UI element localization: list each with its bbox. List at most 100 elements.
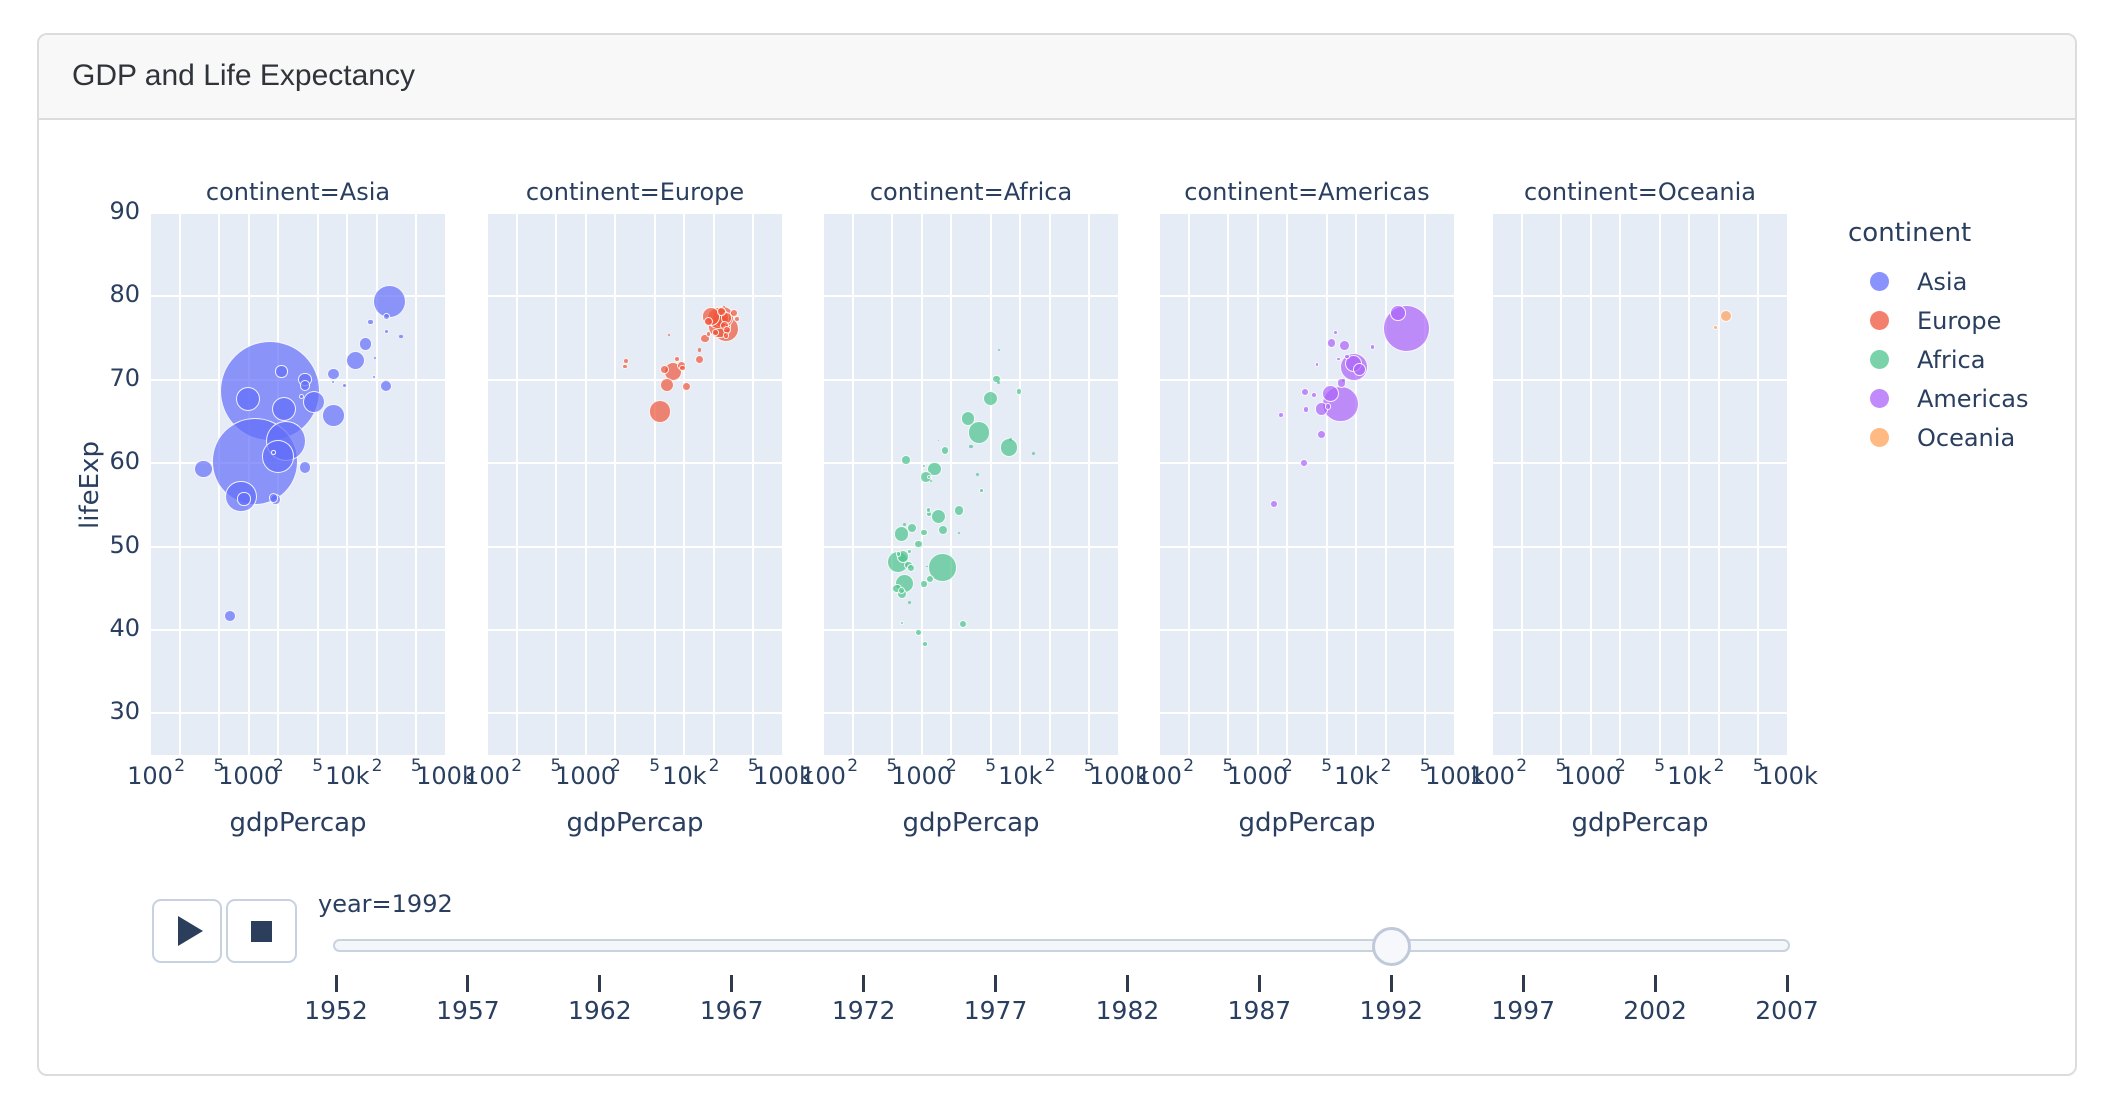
bubble-americas[interactable] (1278, 411, 1285, 418)
bubble-asia[interactable] (330, 380, 335, 385)
bubble-africa[interactable] (1015, 388, 1022, 395)
bubble-americas[interactable] (1324, 403, 1332, 410)
bubble-africa[interactable] (953, 505, 964, 516)
legend-item-africa[interactable]: Africa (1848, 340, 2029, 379)
bubble-asia[interactable] (371, 375, 376, 380)
bubble-americas[interactable] (1302, 406, 1310, 414)
bubble-asia[interactable] (380, 379, 393, 392)
bubble-africa[interactable] (900, 621, 905, 626)
bubble-europe[interactable] (659, 377, 674, 392)
bubble-africa[interactable] (914, 539, 923, 549)
bubble-oceania[interactable] (1712, 324, 1719, 330)
bubble-americas[interactable] (1317, 430, 1326, 440)
bubble-europe[interactable] (660, 365, 669, 375)
bubble-europe[interactable] (648, 400, 672, 423)
bubble-africa[interactable] (1031, 452, 1035, 456)
bubble-africa[interactable] (997, 380, 1001, 384)
bubble-africa[interactable] (914, 628, 922, 636)
bubble-americas[interactable] (1321, 384, 1339, 402)
bubble-africa[interactable] (893, 526, 910, 542)
bubble-asia[interactable] (268, 493, 279, 503)
bubble-africa[interactable] (902, 523, 906, 527)
bubble-americas[interactable] (1336, 378, 1347, 388)
bubble-asia[interactable] (382, 312, 390, 320)
bubble-africa[interactable] (919, 471, 932, 484)
bubble-africa[interactable] (898, 587, 906, 595)
bubble-africa[interactable] (926, 565, 928, 568)
bubble-asia[interactable] (261, 440, 294, 473)
stop-button[interactable] (226, 899, 297, 963)
bubble-americas[interactable] (1300, 459, 1309, 468)
bubble-asia[interactable] (271, 396, 296, 421)
bubble-asia[interactable] (225, 480, 257, 513)
bubble-europe[interactable] (733, 315, 740, 322)
bubble-europe[interactable] (705, 331, 712, 337)
bubble-africa[interactable] (922, 463, 927, 468)
bubble-africa[interactable] (969, 444, 974, 449)
year-slider-track[interactable] (333, 939, 1790, 952)
bubble-europe[interactable] (622, 363, 628, 370)
bubble-americas[interactable] (1332, 329, 1339, 335)
bubble-asia[interactable] (299, 380, 311, 391)
bubble-africa[interactable] (960, 410, 976, 426)
bubble-asia[interactable] (341, 383, 347, 389)
bubble-africa[interactable] (967, 421, 991, 444)
bubble-africa[interactable] (921, 641, 928, 648)
bubble-africa[interactable] (907, 600, 911, 604)
bubble-africa[interactable] (906, 548, 912, 555)
bubble-africa[interactable] (925, 506, 932, 513)
bubble-americas[interactable] (1341, 379, 1345, 383)
bubble-africa[interactable] (930, 479, 933, 482)
bubble-asia[interactable] (367, 319, 374, 326)
bubble-europe[interactable] (697, 347, 702, 352)
bubble-asia[interactable] (235, 386, 261, 412)
bubble-americas[interactable] (1314, 362, 1320, 368)
bubble-americas[interactable] (1390, 305, 1406, 321)
legend-item-asia[interactable]: Asia (1848, 262, 2029, 301)
bubble-europe[interactable] (712, 328, 719, 336)
bubble-europe[interactable] (681, 381, 692, 392)
bubble-africa[interactable] (940, 446, 949, 455)
bubble-africa[interactable] (937, 524, 949, 536)
bubble-asia[interactable] (345, 350, 366, 371)
bubble-africa[interactable] (895, 551, 902, 557)
legend-item-americas[interactable]: Americas (1848, 379, 2029, 418)
bubble-africa[interactable] (920, 528, 928, 537)
bubble-asia[interactable] (194, 459, 213, 479)
play-button[interactable] (152, 899, 222, 963)
bubble-oceania[interactable] (1719, 310, 1732, 323)
bubble-asia[interactable] (322, 404, 345, 427)
bubble-africa[interactable] (906, 564, 916, 573)
bubble-asia[interactable] (373, 284, 407, 318)
bubble-asia[interactable] (359, 337, 373, 351)
bubble-africa[interactable] (920, 580, 928, 588)
bubble-africa[interactable] (958, 619, 968, 629)
bubble-africa[interactable] (1008, 438, 1013, 442)
bubble-africa[interactable] (983, 391, 999, 407)
bubble-asia[interactable] (237, 492, 251, 506)
bubble-africa[interactable] (976, 473, 980, 477)
bubble-africa[interactable] (928, 553, 957, 582)
bubble-asia[interactable] (224, 609, 237, 622)
bubble-americas[interactable] (1369, 344, 1376, 351)
bubble-asia[interactable] (275, 365, 288, 378)
bubble-europe[interactable] (717, 307, 726, 316)
legend-item-europe[interactable]: Europe (1848, 301, 2029, 340)
year-slider-handle[interactable] (1371, 927, 1411, 966)
bubble-europe[interactable] (723, 305, 725, 308)
bubble-africa[interactable] (901, 455, 911, 465)
bubble-asia[interactable] (383, 328, 389, 334)
legend-item-oceania[interactable]: Oceania (1848, 418, 2029, 457)
bubble-americas[interactable] (1339, 340, 1350, 351)
bubble-africa[interactable] (937, 440, 939, 442)
bubble-americas[interactable] (1352, 363, 1366, 377)
bubble-europe[interactable] (694, 355, 705, 365)
bubble-africa[interactable] (992, 374, 1001, 384)
bubble-europe[interactable] (700, 334, 710, 344)
bubble-africa[interactable] (906, 523, 917, 534)
bubble-europe[interactable] (674, 355, 681, 362)
bubble-asia[interactable] (399, 334, 403, 339)
bubble-africa[interactable] (997, 348, 1001, 351)
bubble-asia[interactable] (271, 450, 276, 455)
bubble-europe[interactable] (722, 332, 730, 339)
